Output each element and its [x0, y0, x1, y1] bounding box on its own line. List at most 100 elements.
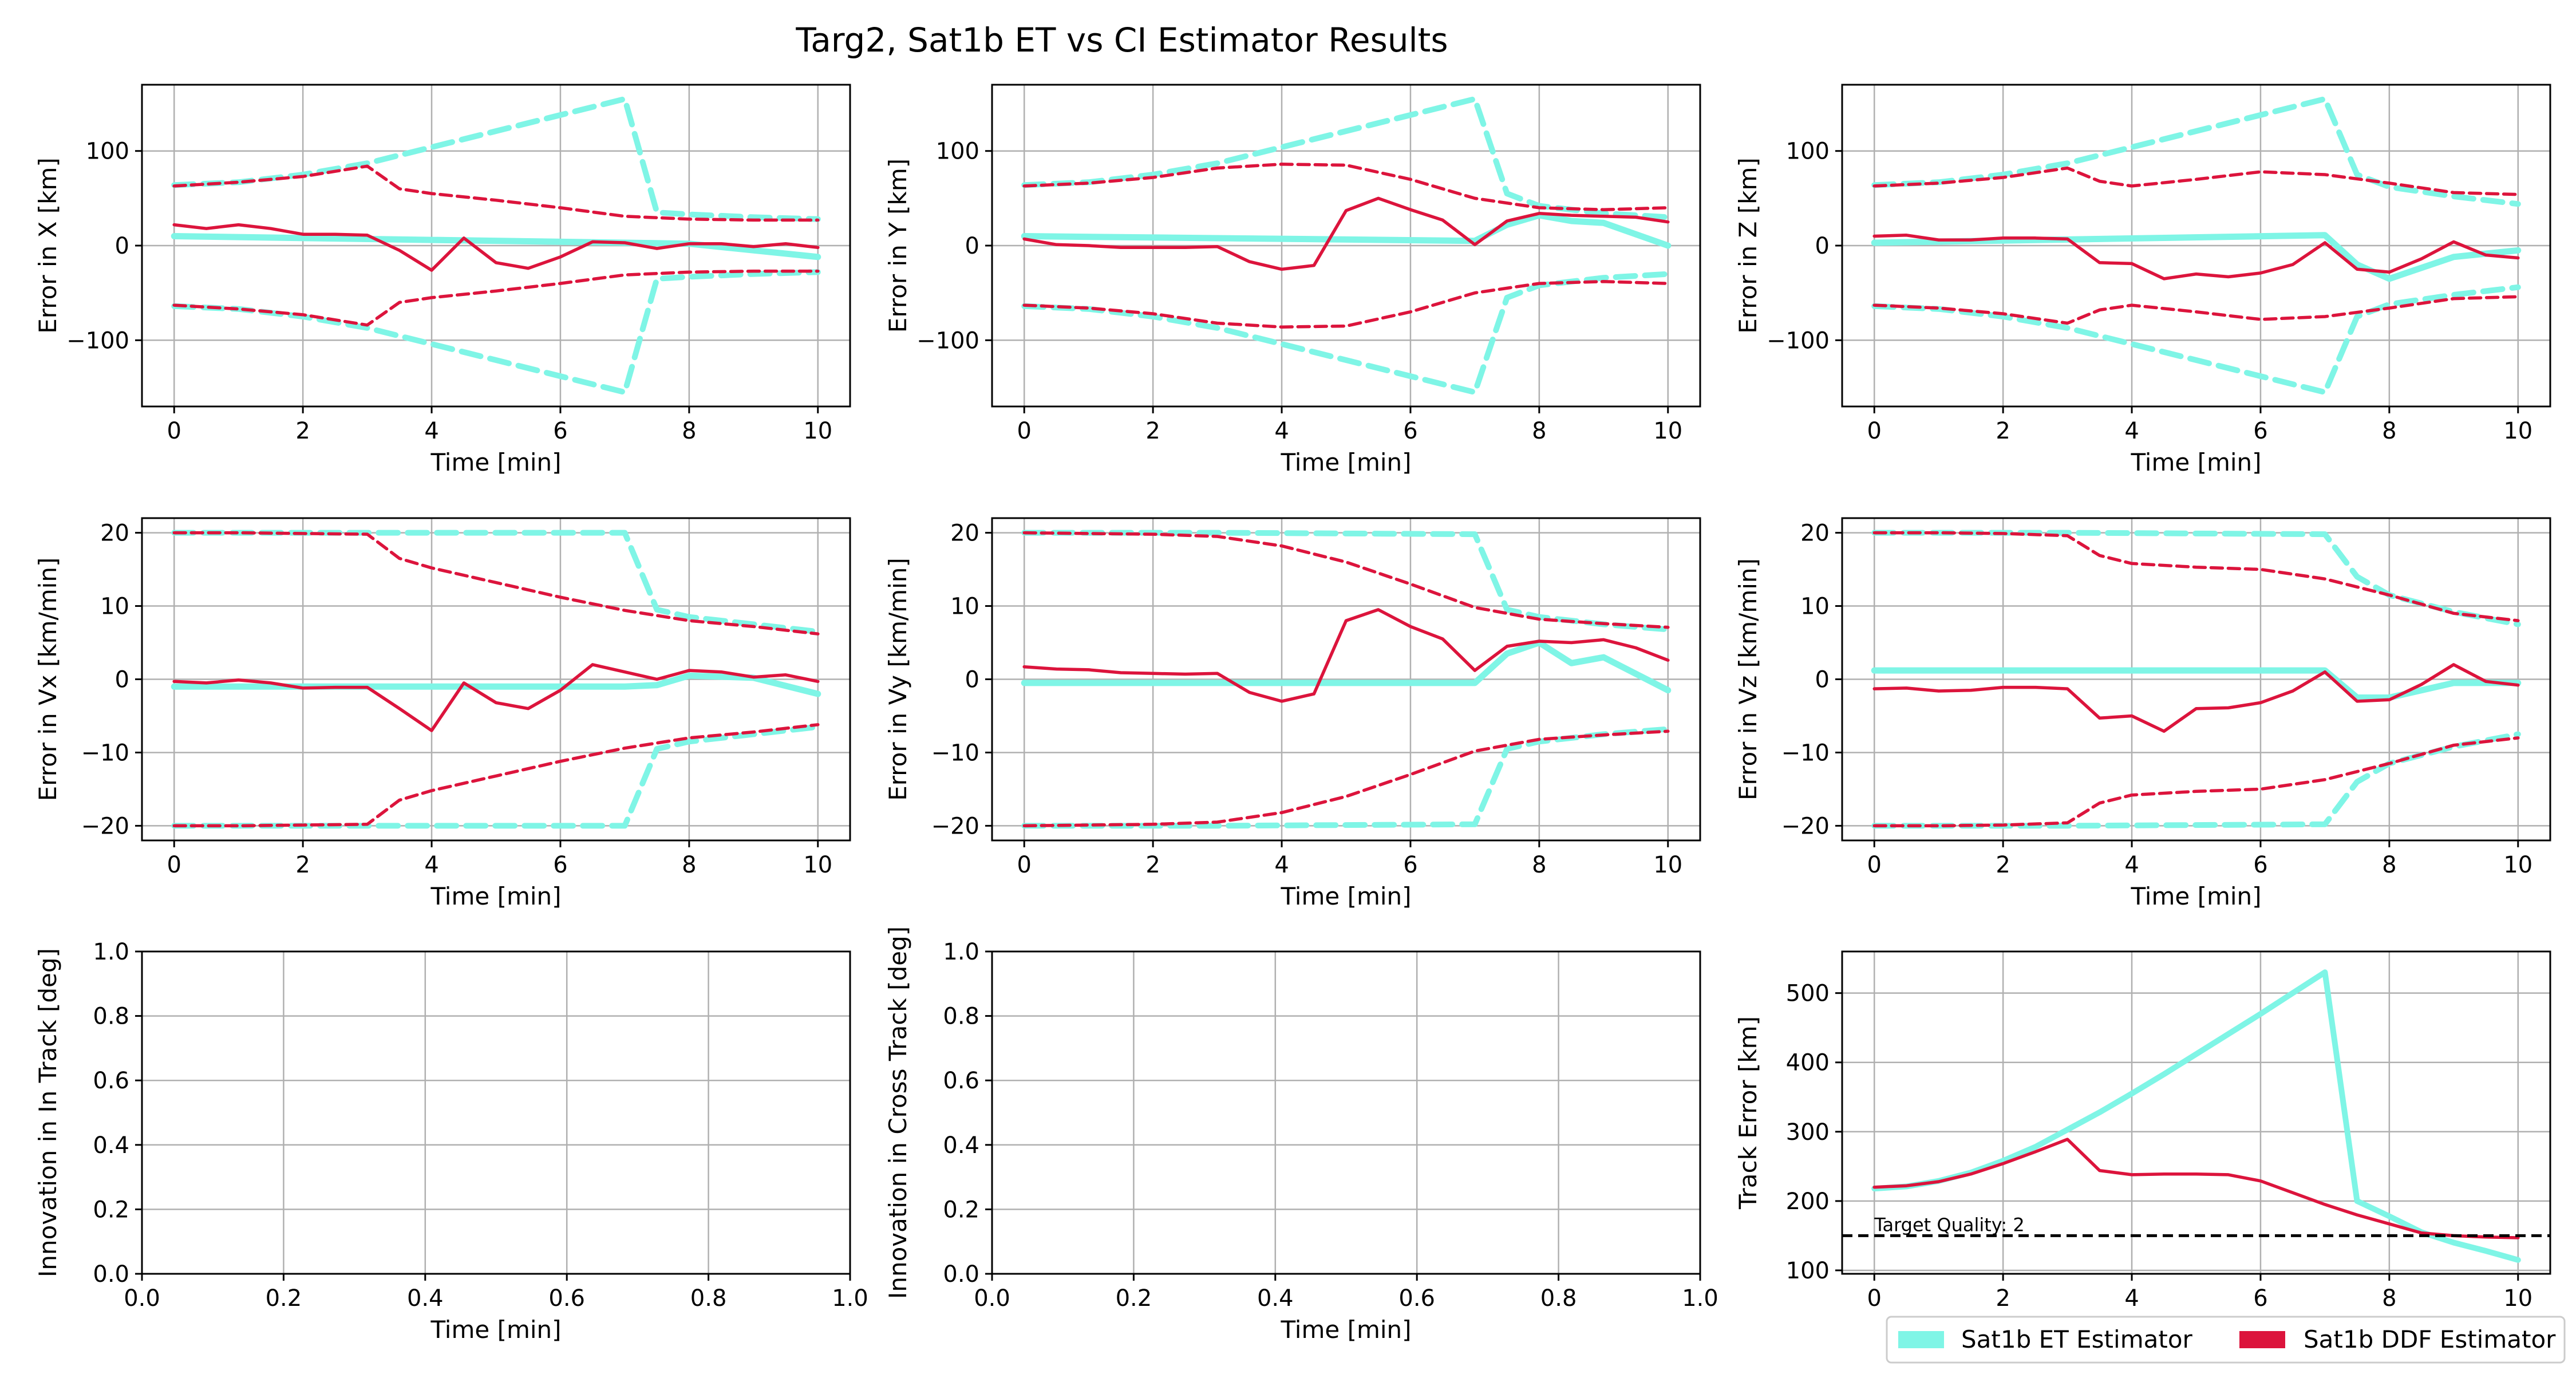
x-tick-label: 2 [1145, 852, 1160, 878]
x-tick-label: 4 [2124, 418, 2139, 444]
x-tick-label: 8 [1532, 418, 1546, 444]
series-line-et_error [171, 672, 821, 697]
series-line-ddf_error [1022, 608, 1670, 703]
legend-et-label: Sat1b ET Estimator [1961, 1325, 2193, 1353]
series-line-ddf_error [172, 223, 820, 272]
y-tick-label: −20 [931, 813, 979, 839]
x-tick-label: 4 [1274, 852, 1289, 878]
y-tick-label: 0.2 [943, 1197, 979, 1223]
x-axis-label: Time [min] [430, 882, 561, 910]
y-tick-label: 0 [115, 233, 129, 259]
y-tick-label: 0.0 [943, 1261, 979, 1288]
x-tick-label: 4 [424, 418, 438, 444]
x-tick-label: 6 [553, 418, 567, 444]
x-tick-label: 8 [682, 418, 696, 444]
subplot-4: 0 2 4 6 8 10 −20 −10 0 10 20 Time [min] Error in Vx … [34, 517, 851, 910]
y-tick-label: 10 [100, 594, 129, 620]
series-line-ddf_track [1872, 1138, 2520, 1239]
figure-title: Targ2, Sat1b ET vs CI Estimator Results [795, 21, 1448, 60]
subplot-6: 0 2 4 6 8 10 −20 −10 0 10 20 Time [min] Error in Vz … [1734, 517, 2551, 910]
x-tick-label: 0.2 [266, 1285, 302, 1312]
series-group [1871, 969, 2521, 1263]
x-tick-label: 8 [2382, 1285, 2396, 1312]
series-line-ddf_error [1872, 234, 2520, 281]
x-tick-label: 4 [2124, 852, 2139, 878]
y-tick-label: 10 [950, 594, 979, 620]
y-tick-label: 0.6 [943, 1068, 979, 1094]
series-line-ddf_bound-lower [1872, 736, 2520, 828]
y-tick-label: −100 [66, 327, 129, 354]
y-tick-label: 0 [1815, 233, 1830, 259]
series-line-ddf_bound [172, 531, 820, 635]
y-axis-label: Error in X [km] [34, 157, 62, 334]
series-line-ddf_bound [1872, 531, 2520, 622]
x-tick-label: 8 [2382, 852, 2396, 878]
x-tick-label: 2 [295, 852, 310, 878]
subplot-7: 0.0 0.2 0.4 0.6 0.8 1.0 0.0 0.2 0.4 0.6 0.8 1.0 Time… [34, 939, 868, 1344]
legend-ddf-swatch [2239, 1331, 2285, 1348]
y-tick-label: 300 [1786, 1119, 1830, 1146]
y-tick-label: 200 [1786, 1189, 1830, 1215]
y-axis-label: Error in Z [km] [1734, 157, 1762, 334]
x-tick-label: 6 [1403, 852, 1417, 878]
y-tick-label: −100 [1767, 327, 1830, 354]
series-group [171, 96, 821, 396]
y-axis-label: Innovation in Cross Track [deg] [884, 926, 912, 1299]
x-tick-label: 0.0 [124, 1285, 160, 1312]
series-line-et_error [1021, 639, 1672, 694]
series-line-ddf_error [1872, 663, 2520, 733]
x-tick-label: 4 [2124, 1285, 2139, 1312]
subplot-1: 0 2 4 6 8 10 −100 0 100 Time [min] Error in X [km] [34, 84, 851, 476]
x-tick-label: 0.2 [1116, 1285, 1152, 1312]
series-line-ddf_bound [172, 164, 820, 222]
y-tick-label: 0.4 [943, 1132, 979, 1159]
y-axis-label: Error in Vx [km/min] [34, 558, 62, 802]
y-tick-label: 400 [1786, 1050, 1830, 1076]
x-axis-label: Time [min] [1280, 448, 1411, 476]
y-tick-label: 0 [1815, 667, 1830, 693]
series-line-et_error [1021, 212, 1672, 249]
x-tick-label: 8 [682, 852, 696, 878]
x-axis-label: Time [min] [1280, 882, 1411, 910]
y-tick-label: 0 [965, 233, 979, 259]
x-tick-label: 0 [1017, 418, 1032, 444]
x-tick-label: 10 [803, 418, 832, 444]
series-line-et_bound [1021, 96, 1671, 220]
x-tick-label: 2 [1145, 418, 1160, 444]
series-line-ddf_bound [1022, 163, 1670, 211]
y-tick-label: 100 [1786, 139, 1830, 165]
x-tick-label: 4 [1274, 418, 1289, 444]
series-line-et_bound-lower [1021, 271, 1671, 396]
x-tick-label: 0.8 [690, 1285, 727, 1312]
y-axis-label: Error in Vz [km/min] [1734, 558, 1762, 800]
y-tick-label: −10 [1781, 740, 1830, 766]
y-axis-label: Error in Vy [km/min] [884, 558, 912, 801]
legend: Sat1b ET Estimator Sat1b DDF Estimator [1886, 1316, 2566, 1364]
series-line-et_bound [171, 96, 821, 222]
x-tick-label: 10 [2503, 418, 2532, 444]
legend-frame [1886, 1316, 2566, 1364]
y-tick-label: −10 [931, 740, 979, 766]
x-tick-label: 0.8 [1540, 1285, 1577, 1312]
x-tick-label: 10 [2503, 1285, 2532, 1312]
y-axis-label: Innovation in In Track [deg] [34, 948, 62, 1277]
x-tick-label: 2 [1996, 418, 2010, 444]
x-axis-label: Time [min] [2130, 448, 2261, 476]
y-tick-label: 0.8 [943, 1004, 979, 1030]
x-tick-label: 0 [167, 852, 181, 878]
series-line-et_bound [1871, 96, 2521, 207]
legend-et-swatch [1898, 1331, 1944, 1348]
x-tick-label: 0.6 [1398, 1285, 1435, 1312]
x-tick-label: 2 [1996, 1285, 2010, 1312]
y-axis-label: Error in Y [km] [884, 159, 912, 333]
x-tick-label: 1.0 [832, 1285, 868, 1312]
y-tick-label: 10 [1800, 594, 1830, 620]
x-tick-label: 10 [803, 852, 832, 878]
x-tick-label: 1.0 [1682, 1285, 1718, 1312]
subplot-3: 0 2 4 6 8 10 −100 0 100 Time [min] Error in Z [km] [1734, 84, 2551, 476]
series-line-ddf_bound-lower [172, 723, 820, 828]
subplot-8: 0.0 0.2 0.4 0.6 0.8 1.0 0.0 0.2 0.4 0.6 0.8 1.0 Time… [884, 926, 1718, 1344]
series-line-et_track [1871, 969, 2521, 1263]
series-line-et_bound-lower [1021, 726, 1671, 829]
